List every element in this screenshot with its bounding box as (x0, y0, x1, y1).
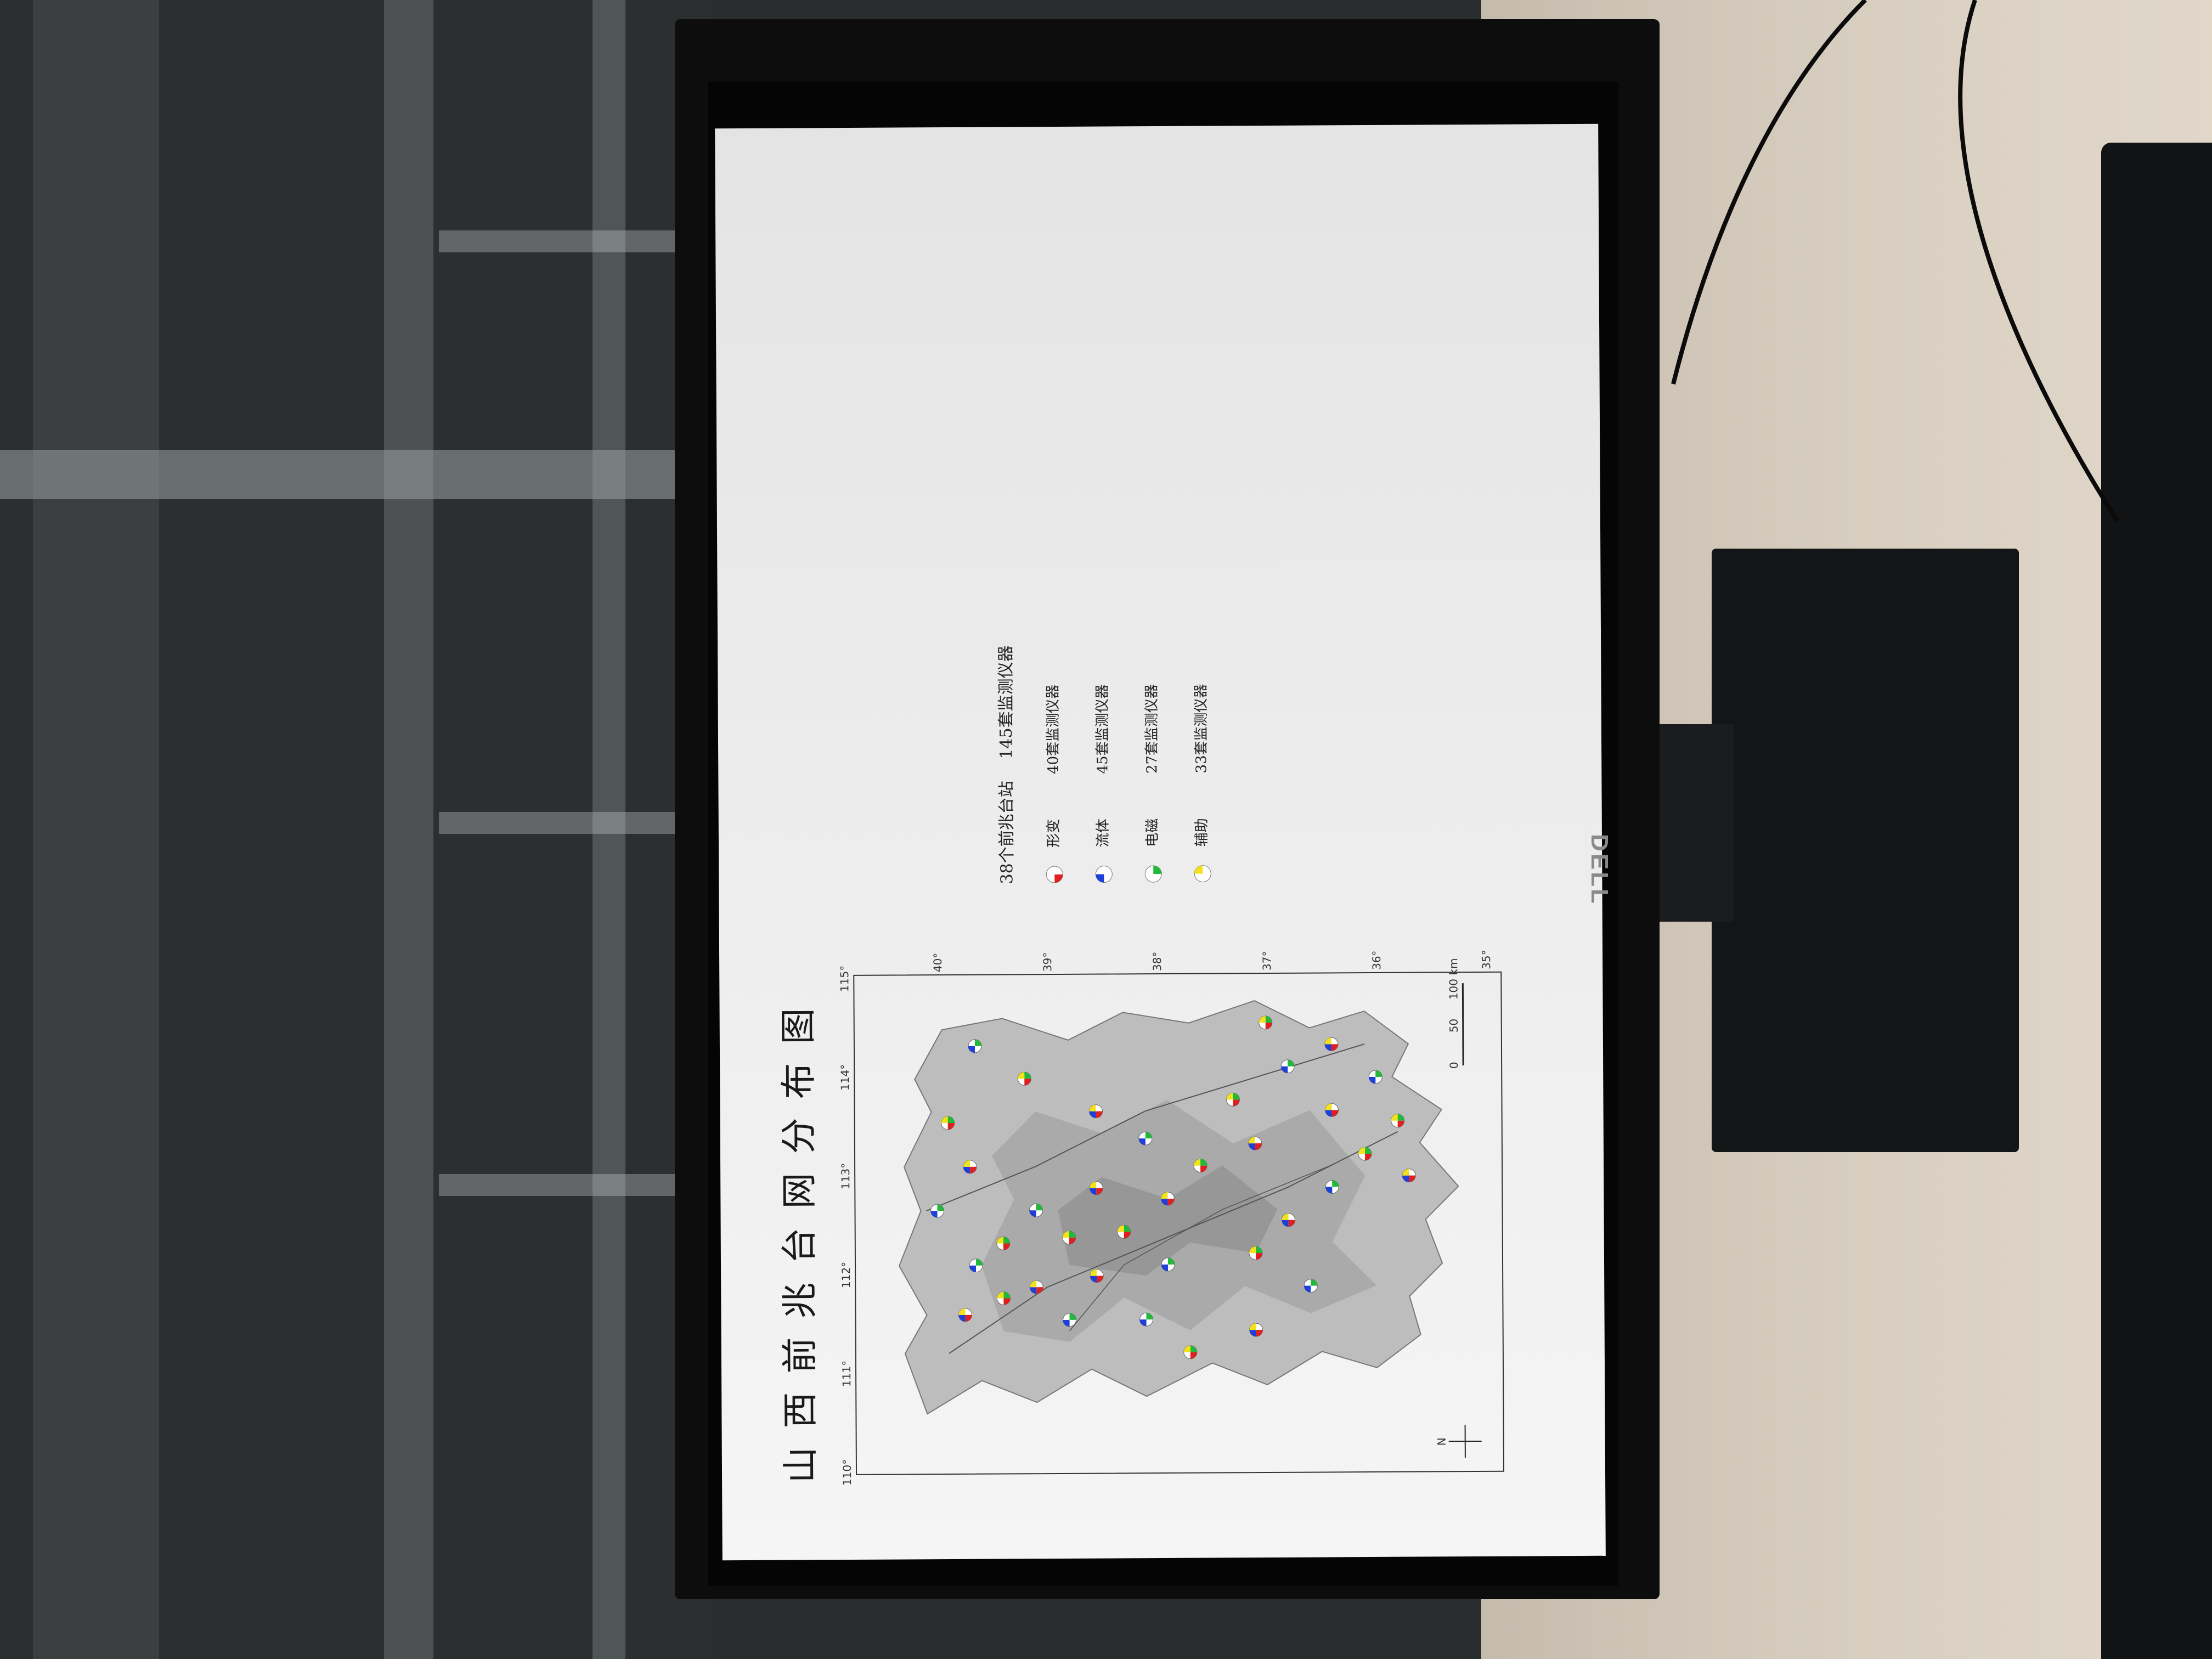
station-marker (968, 1039, 982, 1053)
map-title: 山西前兆台网分布图 (777, 989, 822, 1483)
legend-item-electromagnetic: 电磁 27套监测仪器 (1141, 684, 1163, 883)
legend-count-deformation: 40套监测仪器 (1045, 684, 1062, 775)
scale-tick-0: 0 (1447, 1062, 1460, 1069)
north-arrow: N (1435, 1425, 1482, 1458)
station-marker (1138, 1131, 1153, 1146)
lon-tick-111: 111° (840, 1361, 853, 1387)
map-frame (853, 971, 1505, 1475)
lat-tick-39: 39° (1041, 952, 1054, 972)
station-marker (963, 1160, 977, 1174)
station-marker (1029, 1280, 1043, 1294)
station-markers (930, 1015, 1416, 1359)
station-marker (1368, 1070, 1383, 1084)
station-marker (1090, 1269, 1104, 1283)
legend-label-deformation: 形变 (1045, 819, 1063, 848)
station-marker (941, 1116, 955, 1130)
legend-count-fluid: 45套监测仪器 (1094, 684, 1111, 774)
station-marker (1324, 1037, 1339, 1051)
lat-tick-36: 36° (1370, 950, 1383, 970)
station-marker (1017, 1071, 1031, 1086)
station-marker (930, 1204, 945, 1218)
north-label: N (1435, 1437, 1448, 1446)
legend: 38个前兆台站 145套监测仪器 形变 40套监测仪器 流体 45套监测仪器 (991, 443, 1432, 884)
lat-tick-37: 37° (1260, 951, 1273, 970)
station-marker (1282, 1213, 1296, 1227)
station-marker (1249, 1246, 1263, 1260)
monitor-brand-logo: DELL (1586, 834, 1613, 906)
lon-tick-112: 112° (839, 1262, 853, 1288)
station-marker (1062, 1231, 1076, 1245)
pie-yellow-icon (1194, 865, 1211, 883)
station-marker (1259, 1015, 1273, 1030)
station-marker (1089, 1181, 1103, 1195)
pie-blue-icon (1095, 866, 1113, 883)
station-marker (1249, 1323, 1263, 1337)
station-marker (1280, 1059, 1295, 1074)
station-marker (1304, 1279, 1318, 1293)
station-marker (1063, 1313, 1077, 1327)
station-marker (1391, 1114, 1405, 1128)
station-marker (996, 1291, 1011, 1306)
station-marker (1183, 1345, 1198, 1359)
station-marker (1402, 1169, 1416, 1183)
scale-bar: 0 50 100 km (1447, 958, 1464, 1069)
lon-tick-115: 115° (838, 966, 851, 992)
legend-item-deformation: 形变 40套监测仪器 (1042, 685, 1064, 884)
pie-red-icon (1046, 866, 1063, 883)
legend-label-auxiliary: 辅助 (1193, 818, 1211, 847)
legend-header-stations: 38个前兆台站 (997, 781, 1017, 884)
station-marker (1325, 1103, 1339, 1117)
map-slide: 山西前兆台网分布图 N 0 50 (715, 123, 1606, 1561)
legend-header-count: 145套监测仪器 (996, 645, 1017, 759)
station-marker (969, 1259, 983, 1273)
monitor-screen: 山西前兆台网分布图 N 0 50 (442, 123, 1878, 1561)
station-marker (1325, 1180, 1339, 1194)
legend-item-fluid: 流体 45套监测仪器 (1092, 684, 1114, 883)
station-marker (1358, 1147, 1372, 1161)
scale-tick-100: 100 km (1447, 958, 1460, 1000)
legend-label-electromagnetic: 电磁 (1144, 818, 1161, 847)
legend-label-fluid: 流体 (1094, 819, 1112, 848)
lon-tick-110: 110° (840, 1459, 854, 1486)
lat-tick-38: 38° (1150, 952, 1164, 972)
station-marker (1139, 1312, 1154, 1327)
station-marker (1089, 1104, 1103, 1119)
legend-count-auxiliary: 33套监测仪器 (1193, 684, 1210, 774)
station-marker (958, 1308, 973, 1322)
legend-item-auxiliary: 辅助 33套监测仪器 (1190, 684, 1212, 883)
station-marker (1193, 1159, 1207, 1173)
station-marker (1160, 1192, 1175, 1206)
legend-header: 38个前兆台站 145套监测仪器 (992, 645, 1017, 884)
lat-tick-35: 35° (1480, 950, 1493, 969)
shanxi-map: N 0 50 100 km 110° 111° 112° 113° 114° 1… (838, 950, 1505, 1486)
legend-count-electromagnetic: 27套监测仪器 (1143, 684, 1161, 774)
station-marker (1226, 1092, 1240, 1107)
station-marker (996, 1237, 1011, 1251)
station-marker (1161, 1257, 1175, 1272)
scale-tick-50: 50 (1447, 1019, 1460, 1033)
lat-tick-40: 40° (931, 953, 944, 973)
lon-tick-114: 114° (838, 1064, 851, 1091)
station-marker (1117, 1224, 1131, 1239)
station-marker (1248, 1136, 1262, 1150)
station-marker (1029, 1203, 1043, 1217)
lon-tick-113: 113° (839, 1163, 852, 1189)
pie-green-icon (1144, 865, 1162, 883)
